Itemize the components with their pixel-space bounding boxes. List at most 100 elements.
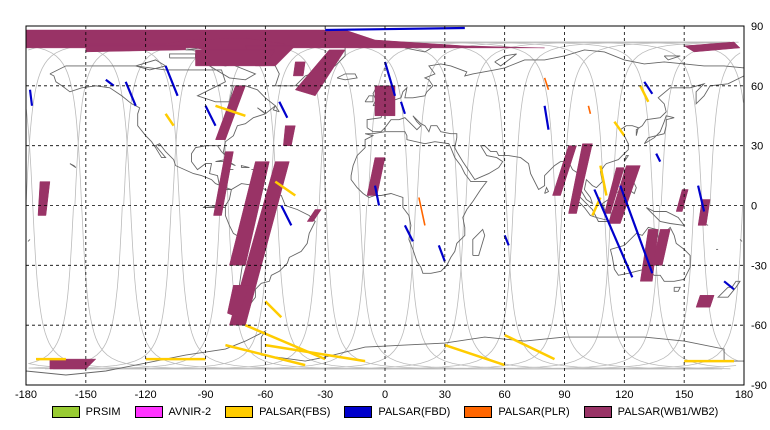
fbs-swath (265, 343, 366, 363)
lon-tick-label: 30 (439, 389, 451, 400)
coastline (27, 239, 31, 242)
coastline (574, 195, 598, 219)
legend-swatch-prism (51, 406, 80, 418)
fbs-swath (274, 180, 297, 197)
lon-tick-label: -120 (135, 389, 157, 400)
lon-tick-label: -180 (15, 389, 37, 400)
coastline (494, 53, 517, 67)
orbit-track (36, 41, 723, 370)
fbd-swath (619, 185, 654, 274)
lon-tick-label: 120 (615, 389, 633, 400)
lon-tick-label: -60 (257, 389, 273, 400)
coastline (663, 55, 681, 61)
lon-tick-label: -30 (317, 389, 333, 400)
orbit-track (25, 41, 695, 370)
fbs-swath (444, 343, 506, 367)
fbd-swath (28, 89, 34, 106)
coastline (366, 49, 745, 205)
coastline (643, 115, 675, 145)
lon-tick-label: 0 (382, 389, 388, 400)
legend-label-prism: PRSIM (85, 406, 121, 418)
fbs-swath (225, 343, 306, 367)
orbit-track (28, 41, 725, 370)
legend-item-prism: PRSIM (51, 406, 121, 418)
legend-swatch-avnir2 (134, 406, 163, 418)
wb-swath (227, 285, 250, 318)
coastline (739, 239, 743, 242)
coastline (215, 159, 236, 167)
wb-swath (568, 143, 593, 214)
legend-item-palsar-fbs: PALSAR(FBS) (225, 406, 330, 418)
legend-item-palsar-wb: PALSAR(WB1/WB2) (583, 406, 719, 418)
wb-swath (195, 49, 276, 67)
fbs-swath (264, 300, 283, 319)
legend-label-avnir2: AVNIR-2 (168, 406, 212, 418)
lon-tick-label: -150 (75, 389, 97, 400)
plr-swath (418, 197, 426, 226)
coastline (364, 95, 374, 103)
lat-tick-label: 90 (751, 21, 763, 33)
coastline (544, 186, 550, 194)
lat-tick-label: -30 (751, 260, 767, 272)
fbd-swath (204, 105, 217, 127)
wb-swath (306, 209, 322, 222)
axis-ticks: -180 -150 -120 -90 -60 -30 0 30 60 90 120 150 180 90 6… (15, 21, 767, 400)
fbd-swath (105, 78, 115, 87)
lon-tick-label: 90 (558, 389, 570, 400)
orbit-track (28, 41, 741, 370)
map-border (25, 25, 745, 386)
fbs-swath (599, 165, 608, 196)
fbd-swath (655, 153, 662, 163)
fbd-swath (164, 65, 179, 97)
fbs-swath (504, 333, 556, 361)
map-frame (25, 25, 745, 386)
fbd-swath (403, 224, 414, 242)
coastline (69, 163, 77, 168)
legend-label-palsar-fbs: PALSAR(FBS) (259, 406, 331, 418)
wb-swath (229, 161, 270, 266)
wb-swath (293, 61, 306, 77)
lat-tick-label: -90 (751, 380, 767, 392)
legend-item-avnir2: AVNIR-2 (134, 406, 212, 418)
coastline (49, 65, 316, 314)
fbd-swath (280, 205, 293, 226)
legend-swatch-palsar-plr (464, 406, 493, 418)
legend-swatch-palsar-fbs (225, 406, 254, 418)
coastline (336, 73, 358, 81)
plr-swath (587, 105, 592, 114)
coastline (673, 286, 681, 292)
fbs-swath (215, 104, 246, 117)
lat-tick-label: 30 (751, 141, 763, 153)
orbit-track (26, 41, 729, 370)
wb-swath (294, 49, 346, 97)
coastline (272, 104, 280, 113)
fbd-swath (593, 189, 634, 278)
coastline (257, 107, 266, 115)
wb-swath (675, 189, 689, 212)
coastline (240, 165, 250, 169)
fbs-swath (613, 120, 626, 137)
coastline (472, 228, 486, 256)
legend-label-palsar-wb: PALSAR(WB1/WB2) (617, 406, 719, 418)
legend-swatch-palsar-wb (583, 406, 612, 418)
wb-swath (695, 295, 715, 308)
wb-swath (697, 199, 711, 226)
orbit-track (74, 41, 743, 370)
fbd-swath (278, 101, 289, 119)
fbd-swath (723, 280, 735, 291)
wb-swath (213, 151, 234, 216)
fbd-swath (437, 245, 446, 262)
lat-tick-label: 60 (751, 81, 763, 93)
lon-tick-label: 150 (675, 389, 693, 400)
wb-swath (85, 45, 186, 53)
wb-swath (604, 167, 625, 214)
legend-label-palsar-fbd: PALSAR(FBD) (378, 406, 451, 418)
lat-tick-label: -60 (751, 320, 767, 332)
legend-label-palsar-plr: PALSAR(PLR) (498, 406, 570, 418)
plr-swath (543, 77, 550, 91)
wb-swath (49, 358, 97, 370)
wb-swath (683, 41, 741, 53)
fbd-swath (373, 185, 381, 206)
fbd-swath (325, 26, 465, 32)
coastline (717, 280, 741, 298)
